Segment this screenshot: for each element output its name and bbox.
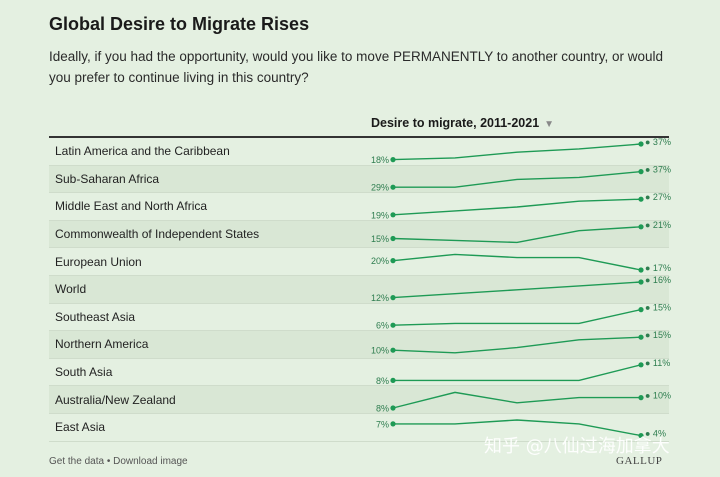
region-label: Sub-Saharan Africa: [55, 171, 160, 186]
gallup-logo: GALLUP: [616, 455, 663, 467]
download-image-link[interactable]: Download image: [113, 456, 188, 467]
region-label: Latin America and the Caribbean: [55, 144, 230, 159]
table-row: South Asia: [49, 359, 669, 387]
table-row: East Asia: [49, 414, 669, 442]
table-row: Sub-Saharan Africa: [49, 165, 669, 194]
column-header-label: Desire to migrate, 2011-2021: [371, 116, 540, 130]
footer-separator: •: [104, 456, 114, 467]
watermark: 知乎 @八仙过海加拿大: [484, 436, 670, 457]
region-rows: Latin America and the Caribbean Sub-Sahar…: [49, 138, 669, 442]
chart-subtitle: Ideally, if you had the opportunity, wou…: [49, 49, 664, 85]
header-rule: [49, 136, 669, 138]
triangle-down-icon[interactable]: ▼: [544, 119, 555, 130]
region-label: World: [55, 282, 87, 297]
region-label: East Asia: [55, 420, 106, 435]
region-label: Northern America: [55, 337, 149, 352]
table-row: European Union: [49, 248, 669, 276]
get-data-link[interactable]: Get the data: [49, 456, 105, 467]
region-label: Middle East and North Africa: [55, 199, 208, 214]
table-row: Middle East and North Africa: [49, 193, 669, 221]
footer: Get the data • Download image: [49, 456, 188, 467]
region-label: Commonwealth of Independent States: [55, 227, 260, 242]
table-row: Southeast Asia: [49, 304, 669, 332]
region-label: Australia/New Zealand: [55, 392, 176, 407]
column-header[interactable]: Desire to migrate, 2011-2021 ▼: [371, 116, 554, 130]
table-row: Latin America and the Caribbean: [49, 138, 669, 166]
table-row: World: [49, 275, 669, 304]
chart-title: Global Desire to Migrate Rises: [49, 14, 310, 34]
table-row: Northern America: [49, 331, 669, 359]
table-row: Commonwealth of Independent States: [49, 220, 669, 249]
region-label: Southeast Asia: [55, 309, 136, 324]
table-row: Australia/New Zealand: [49, 386, 669, 414]
region-label: European Union: [55, 254, 142, 269]
region-label: South Asia: [55, 365, 113, 380]
